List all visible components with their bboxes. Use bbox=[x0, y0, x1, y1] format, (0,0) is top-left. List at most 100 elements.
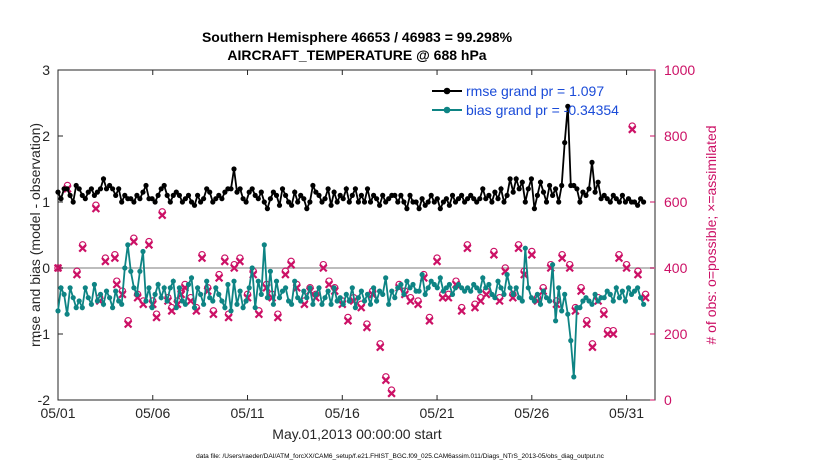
rmse-data-point bbox=[361, 199, 368, 205]
rmse-data-point bbox=[465, 196, 471, 202]
rmse-data-point bbox=[213, 196, 219, 202]
bias-data-point bbox=[204, 278, 210, 284]
rmse-data-point bbox=[471, 196, 477, 202]
obs-assimilated-point bbox=[281, 270, 290, 279]
bias-data-point bbox=[586, 298, 592, 304]
bias-data-point bbox=[477, 288, 483, 294]
bias-data-point bbox=[407, 285, 413, 291]
rmse-data-point bbox=[195, 192, 201, 198]
rmse-data-point bbox=[158, 186, 164, 192]
series-lines-group bbox=[55, 103, 647, 380]
bias-data-point bbox=[595, 298, 601, 304]
obs-assimilated-point bbox=[53, 263, 63, 273]
bias-data-point bbox=[325, 288, 331, 294]
bias-data-point bbox=[176, 285, 182, 291]
rmse-data-point bbox=[468, 192, 474, 198]
rmse-data-point bbox=[589, 159, 595, 165]
data-file-footnote: data file: /Users/raeder/DAI/ATM_forcXX/… bbox=[196, 453, 605, 460]
bias-data-point bbox=[70, 295, 76, 301]
rmse-data-point bbox=[622, 199, 629, 205]
bias-data-point bbox=[264, 295, 270, 301]
rmse-data-point bbox=[449, 192, 456, 198]
bias-data-point bbox=[301, 288, 307, 294]
bias-data-point bbox=[243, 298, 249, 304]
rmse-data-point bbox=[550, 192, 556, 198]
rmse-data-point bbox=[431, 199, 437, 205]
rmse-data-point bbox=[619, 192, 626, 198]
bias-data-point bbox=[140, 248, 146, 255]
bias-data-point bbox=[234, 301, 240, 307]
rmse-data-point bbox=[295, 199, 301, 205]
obs-assimilated-point bbox=[582, 319, 591, 329]
bias-data-point bbox=[631, 288, 638, 294]
rmse-data-point bbox=[122, 192, 128, 198]
bias-data-point bbox=[553, 318, 559, 324]
rmse-data-point bbox=[249, 186, 255, 192]
rmse-data-point bbox=[534, 192, 541, 198]
obs-assimilated-point bbox=[273, 313, 283, 322]
bias-data-point bbox=[307, 285, 313, 291]
rmse-data-point bbox=[149, 196, 155, 202]
bias-data-point bbox=[116, 298, 122, 304]
rmse-data-point bbox=[234, 189, 240, 195]
obs-assimilated-point bbox=[357, 303, 366, 312]
bias-data-point bbox=[304, 295, 310, 301]
rmse-data-point bbox=[459, 192, 465, 198]
bias-data-point bbox=[383, 275, 389, 281]
rmse-data-point bbox=[279, 186, 286, 192]
bias-data-point bbox=[97, 291, 104, 297]
rmse-data-point bbox=[395, 199, 401, 205]
rmse-data-point bbox=[510, 189, 516, 195]
rmse-data-point bbox=[392, 192, 398, 198]
bias-data-point bbox=[137, 268, 143, 274]
rmse-data-point bbox=[100, 176, 107, 182]
rmse-data-point bbox=[498, 186, 504, 192]
bias-data-point bbox=[410, 281, 416, 288]
rmse-data-point bbox=[134, 192, 140, 198]
bias-data-point bbox=[459, 285, 465, 291]
obs-assimilated-point bbox=[230, 263, 239, 273]
rmse-data-point bbox=[97, 186, 104, 192]
rmse-data-point bbox=[586, 186, 592, 192]
bias-data-point bbox=[589, 301, 595, 307]
rmse-data-point bbox=[231, 166, 237, 172]
obs-assimilated-point bbox=[614, 253, 624, 263]
rmse-data-point bbox=[210, 199, 216, 205]
bias-data-point bbox=[85, 295, 91, 301]
x-tick-label: 05/06 bbox=[135, 405, 170, 421]
bias-data-point bbox=[625, 285, 632, 291]
rmse-data-point bbox=[58, 196, 64, 202]
bias-data-point bbox=[404, 278, 410, 284]
bias-data-point bbox=[143, 298, 149, 304]
bias-data-point bbox=[416, 288, 422, 294]
obs-assimilated-point bbox=[254, 310, 264, 319]
rmse-data-point bbox=[325, 186, 331, 192]
bias-data-point bbox=[267, 268, 273, 274]
bias-data-point bbox=[191, 305, 198, 311]
bias-data-point bbox=[358, 288, 364, 294]
bias-data-point bbox=[128, 268, 134, 274]
rmse-data-point bbox=[528, 176, 535, 182]
bias-data-point bbox=[67, 285, 73, 291]
rmse-data-point bbox=[204, 186, 210, 192]
bias-data-point bbox=[182, 301, 188, 307]
rmse-data-point bbox=[455, 196, 462, 202]
rmse-data-point bbox=[140, 189, 146, 195]
bias-data-point bbox=[343, 291, 349, 297]
bias-data-point bbox=[225, 281, 231, 288]
bias-data-point bbox=[146, 285, 152, 291]
rmse-data-point bbox=[340, 196, 346, 202]
rmse-data-point bbox=[88, 186, 94, 192]
bias-data-point bbox=[122, 265, 128, 271]
bias-data-point bbox=[258, 291, 264, 297]
bias-data-point bbox=[82, 285, 88, 291]
bias-data-point bbox=[568, 338, 574, 344]
legend-rmse-marker bbox=[443, 87, 451, 95]
bias-data-point bbox=[583, 295, 589, 301]
rmse-data-point bbox=[289, 202, 295, 208]
rmse-data-point bbox=[422, 202, 428, 208]
obs-assimilated-point bbox=[476, 296, 485, 306]
y-tick-label-right: 0 bbox=[664, 392, 672, 408]
rmse-data-point bbox=[322, 196, 328, 202]
